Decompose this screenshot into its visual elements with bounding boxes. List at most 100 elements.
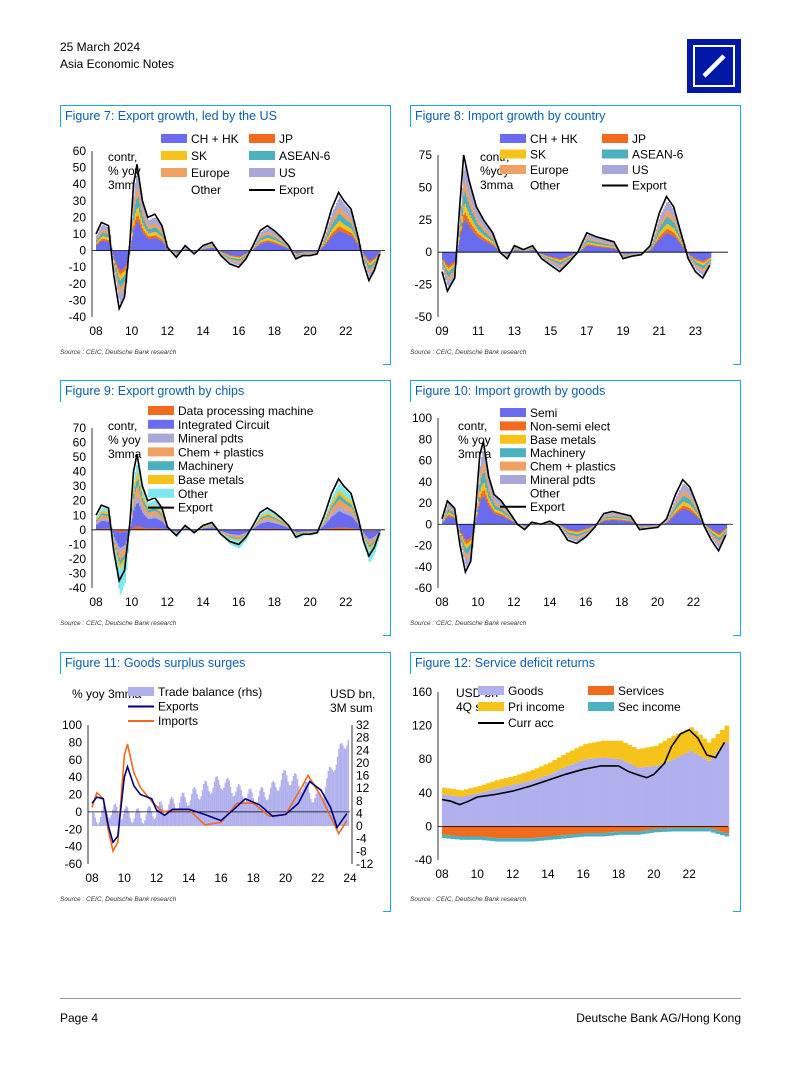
- area-segment: [377, 254, 380, 256]
- area-segment: [573, 537, 576, 541]
- bar: [94, 817, 97, 827]
- area-segment: [608, 518, 611, 520]
- area-segment: [338, 499, 341, 507]
- area-segment: [482, 490, 485, 497]
- legend-label: Other: [530, 179, 560, 193]
- area-segment: [223, 256, 226, 258]
- area-segment: [608, 244, 611, 247]
- area-segment: [614, 246, 617, 248]
- area-segment: [488, 477, 491, 486]
- area-segment: [284, 522, 286, 524]
- area-segment: [716, 536, 719, 540]
- area-segment: [304, 254, 307, 256]
- area-segment: [577, 533, 580, 537]
- area-segment: [158, 239, 161, 251]
- area-segment: [512, 519, 514, 521]
- area-segment: [331, 508, 334, 514]
- area-segment: [548, 257, 551, 259]
- area-segment: [484, 238, 486, 242]
- area-segment: [211, 524, 214, 526]
- chart-title-box: Figure 10: Import growth by goods: [410, 380, 741, 402]
- area-segment: [501, 507, 504, 510]
- area-segment: [377, 250, 380, 255]
- area-segment: [303, 531, 306, 533]
- area-segment: [452, 507, 455, 511]
- y-tick-label: -40: [415, 560, 433, 574]
- area-segment: [113, 539, 116, 543]
- y-tick-label-right: 12: [356, 781, 370, 795]
- area-segment: [466, 215, 468, 223]
- area-segment: [565, 252, 568, 258]
- area-segment: [655, 233, 658, 237]
- area-segment: [101, 224, 104, 230]
- area-segment: [717, 533, 720, 535]
- frame-right: [390, 105, 391, 365]
- area-segment: [244, 533, 246, 534]
- area-segment: [697, 265, 700, 269]
- area-segment: [492, 492, 495, 499]
- area-segment: [497, 514, 500, 525]
- area-segment: [368, 250, 371, 261]
- area-segment: [116, 543, 119, 548]
- area-segment: [374, 258, 377, 261]
- area-segment: [175, 532, 178, 534]
- area-segment: [629, 520, 632, 522]
- area-segment: [312, 250, 315, 253]
- area-segment: [310, 250, 313, 253]
- area-segment: [520, 250, 523, 253]
- y-tick-label: 30: [73, 479, 87, 493]
- area-segment: [238, 250, 241, 257]
- area-segment: [449, 508, 452, 511]
- area-segment: [526, 250, 529, 253]
- area-segment: [568, 252, 571, 257]
- bar: [133, 818, 135, 827]
- area-segment: [607, 247, 610, 253]
- area-segment: [448, 280, 450, 288]
- area-segment: [232, 537, 235, 539]
- area-segment: [224, 257, 227, 259]
- area-segment: [161, 230, 164, 234]
- area-segment: [255, 243, 258, 245]
- area-segment: [488, 233, 491, 236]
- area-segment: [613, 516, 616, 518]
- area-segment: [564, 532, 567, 534]
- area-segment: [579, 531, 582, 534]
- area-segment: [269, 235, 272, 239]
- area-segment: [444, 514, 447, 517]
- area-segment: [134, 196, 137, 205]
- area-segment: [159, 232, 162, 236]
- area-segment: [337, 199, 340, 209]
- area-segment: [670, 226, 673, 231]
- area-segment: [530, 248, 533, 250]
- y-tick-label: 20: [69, 788, 83, 802]
- area-segment: [158, 511, 161, 514]
- area-segment: [443, 270, 446, 276]
- area-segment: [562, 527, 565, 528]
- area-segment: [103, 236, 106, 240]
- area-segment: [366, 268, 369, 273]
- area-segment: [620, 514, 623, 517]
- area-segment: [270, 514, 273, 517]
- area-segment: [682, 491, 684, 497]
- area-segment: [664, 213, 667, 220]
- area-segment: [150, 518, 153, 529]
- area-segment: [611, 518, 614, 520]
- area-segment: [322, 521, 325, 523]
- area-segment: [141, 210, 144, 217]
- area-segment: [322, 525, 325, 527]
- area-segment: [491, 243, 494, 245]
- area-segment: [565, 529, 568, 531]
- area-segment: [155, 235, 158, 239]
- area-segment: [572, 252, 575, 255]
- area-segment: [141, 232, 144, 251]
- area-segment: [701, 271, 704, 276]
- area-segment: [273, 237, 276, 241]
- area-segment: [97, 516, 100, 518]
- area-segment: [620, 252, 623, 254]
- area-segment: [469, 186, 471, 199]
- area-segment: [695, 267, 698, 271]
- area-segment: [689, 252, 692, 256]
- area-segment: [362, 253, 365, 255]
- area-segment: [598, 242, 601, 245]
- area-segment: [674, 231, 677, 235]
